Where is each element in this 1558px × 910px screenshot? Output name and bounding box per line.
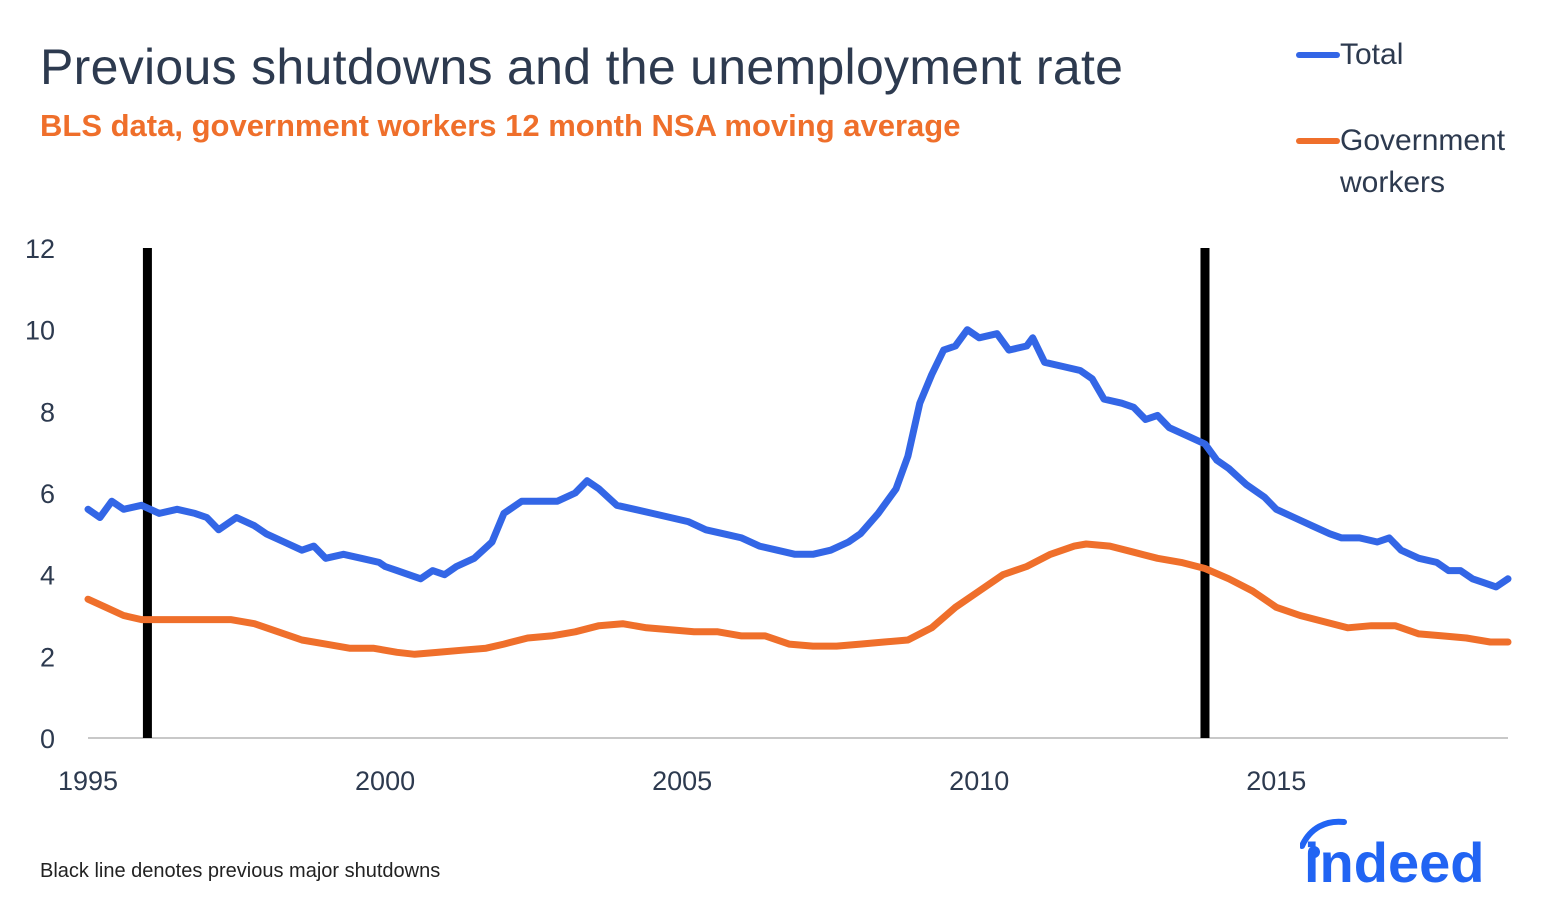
chart-subtitle: BLS data, government workers 12 month NS… — [40, 108, 961, 143]
y-axis-ticks: 0 2 4 6 8 10 12 — [25, 234, 55, 754]
y-tick-label: 4 — [40, 561, 55, 591]
series-line-government-workers — [84, 540, 1512, 658]
y-tick-label: 2 — [40, 642, 55, 672]
x-tick-label: 2000 — [355, 766, 415, 796]
y-tick-label: 0 — [40, 724, 55, 754]
footnote: Black line denotes previous major shutdo… — [40, 860, 441, 882]
y-tick-label: 6 — [40, 479, 55, 509]
x-tick-label: 1995 — [58, 766, 118, 796]
x-tick-label: 2015 — [1246, 766, 1306, 796]
chart-title: Previous shutdowns and the unemployment … — [40, 39, 1124, 95]
x-axis-ticks: 1995 2000 2005 2010 2015 — [58, 766, 1306, 796]
y-tick-label: 8 — [40, 397, 55, 427]
series-layer — [84, 326, 1512, 658]
x-tick-label: 2010 — [949, 766, 1009, 796]
legend-swatch-total — [1296, 52, 1340, 58]
legend-swatch-government — [1296, 138, 1340, 144]
y-tick-label: 10 — [25, 316, 55, 346]
svg-text:indeed: indeed — [1304, 831, 1484, 890]
y-tick-label: 12 — [25, 234, 55, 264]
series-line-total — [84, 326, 1512, 591]
x-tick-label: 2005 — [652, 766, 712, 796]
indeed-logo: indeed — [1300, 818, 1484, 890]
legend-label-government-line1: Government — [1340, 124, 1506, 157]
legend-label-total: Total — [1340, 38, 1404, 71]
shutdown-markers — [142, 248, 1210, 738]
legend-label-government-line2: workers — [1340, 166, 1446, 199]
